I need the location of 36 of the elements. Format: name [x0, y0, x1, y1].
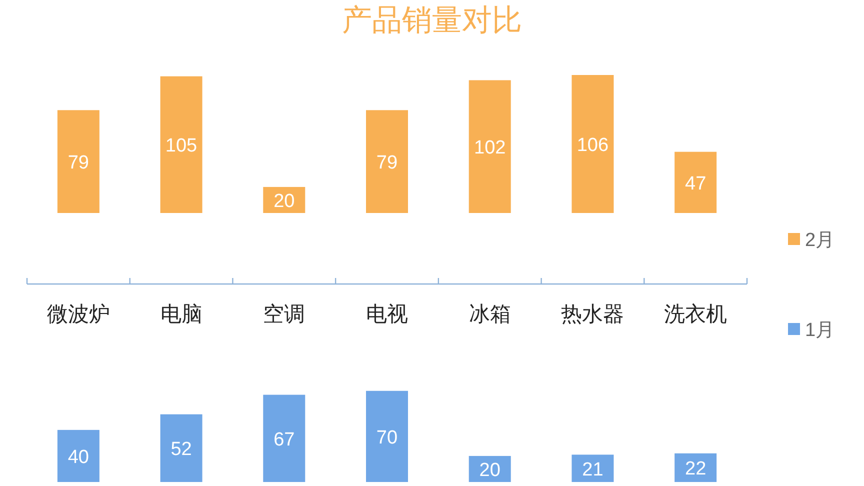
data-label: 20: [479, 460, 500, 481]
bar: [160, 76, 202, 213]
x-tick-label: 冰箱: [468, 303, 511, 326]
chart-title: 产品销量对比: [342, 4, 522, 37]
data-label: 52: [170, 439, 192, 460]
x-tick-label: 微波炉: [46, 303, 110, 326]
bar: [57, 430, 100, 482]
bar: [572, 75, 614, 213]
data-label: 79: [68, 152, 89, 174]
bar: [57, 110, 100, 213]
data-label: 47: [685, 173, 706, 194]
x-tick-label: 空调: [263, 303, 306, 326]
bar: [366, 390, 408, 482]
x-tick-label: 电视: [366, 303, 408, 326]
data-label: 102: [474, 138, 506, 159]
bar: [263, 394, 306, 482]
data-label: 79: [376, 152, 398, 174]
bar: [674, 152, 717, 213]
bar: [366, 110, 408, 213]
data-label: 105: [165, 136, 198, 157]
bar: [674, 453, 717, 482]
legend-label: 1月: [805, 320, 835, 341]
bar: [468, 80, 511, 213]
data-label: 20: [274, 190, 295, 212]
x-tick-label: 洗衣机: [664, 303, 728, 326]
legend-label: 2月: [805, 230, 835, 251]
bar: [572, 454, 614, 482]
x-tick-label: 热水器: [561, 303, 624, 326]
data-label: 106: [576, 135, 609, 156]
bar: [160, 414, 202, 482]
x-tick-label: 电脑: [160, 303, 202, 326]
data-label: 21: [582, 459, 604, 480]
data-label: 70: [376, 427, 398, 448]
data-label: 22: [685, 458, 706, 480]
data-label: 40: [68, 446, 89, 468]
data-label: 67: [274, 429, 295, 450]
